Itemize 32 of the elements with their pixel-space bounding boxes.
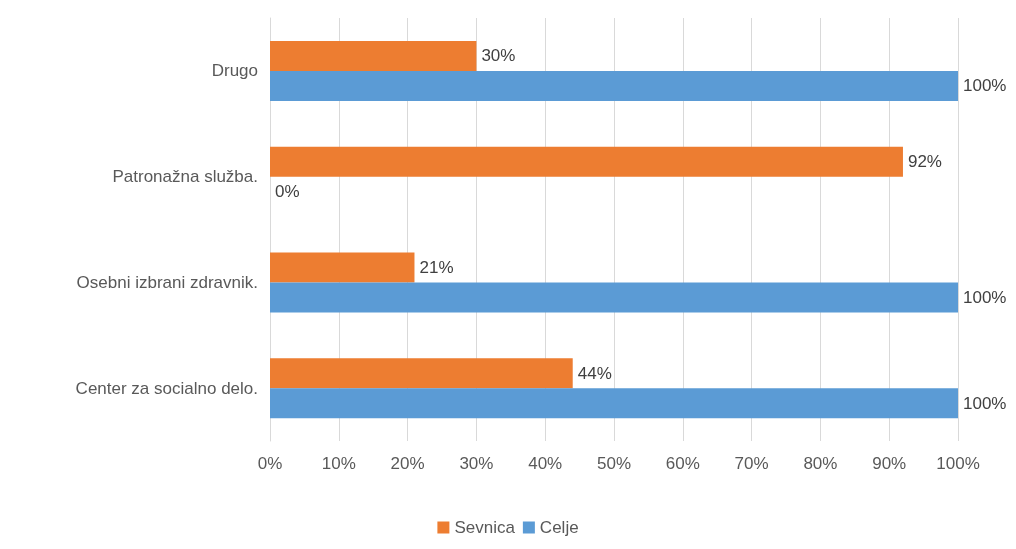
y-tick-label: Drugo	[211, 61, 258, 81]
x-tick-label: 100%	[936, 454, 980, 473]
legend-label: Sevnica	[454, 518, 516, 537]
x-tick-label: 70%	[734, 454, 769, 473]
bar	[270, 40, 477, 71]
bar	[270, 282, 958, 313]
x-tick-label: 60%	[665, 454, 700, 473]
bar	[270, 252, 415, 283]
bar	[270, 388, 958, 419]
x-tick-label: 80%	[803, 454, 838, 473]
bar	[270, 146, 903, 177]
y-tick-label: Center za socialno delo.	[75, 378, 258, 398]
x-tick-label: 90%	[872, 454, 907, 473]
data-label: 100%	[963, 76, 1007, 96]
data-label: 21%	[419, 257, 454, 277]
x-tick-label: 10%	[321, 454, 356, 473]
data-label: 44%	[577, 363, 612, 383]
legend-label: Celje	[539, 518, 579, 537]
y-tick-label: Patronažna služba.	[112, 167, 258, 187]
x-tick-label: 20%	[390, 454, 425, 473]
data-label: 92%	[907, 152, 942, 172]
y-tick-label: Osebni izbrani zdravnik.	[76, 272, 258, 292]
bar	[270, 70, 958, 101]
x-tick-label: 40%	[528, 454, 563, 473]
data-label: 100%	[963, 393, 1007, 413]
data-label: 30%	[481, 46, 516, 66]
data-label: 100%	[963, 287, 1007, 307]
data-label: 0%	[275, 182, 300, 202]
x-tick-label: 30%	[459, 454, 494, 473]
x-tick-label: 0%	[257, 454, 283, 473]
bar	[270, 358, 573, 389]
x-tick-label: 50%	[596, 454, 632, 473]
